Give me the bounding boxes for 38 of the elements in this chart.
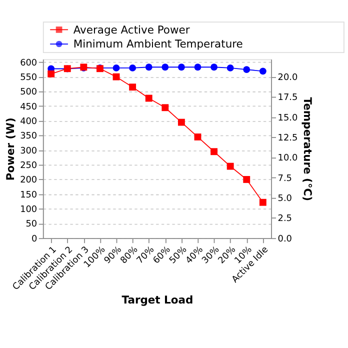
point <box>162 104 169 112</box>
y2-tick-label: 10.0 <box>278 154 298 164</box>
y-tick-label: 450 <box>20 102 38 112</box>
x-axis-title: Target Load <box>122 293 194 306</box>
y2-tick-label: 20.0 <box>278 72 298 83</box>
y-tick-label: 0 <box>31 234 38 244</box>
y-tick-label: 300 <box>20 146 38 156</box>
point <box>112 73 120 80</box>
y-tick-label: 100 <box>20 204 38 215</box>
y2-tick-label: 15.0 <box>278 113 298 124</box>
y-tick-label: 500 <box>20 88 38 98</box>
y-tick-label: 150 <box>20 190 38 200</box>
point <box>145 94 152 102</box>
y-tick-label: 550 <box>20 72 38 83</box>
point <box>178 118 185 126</box>
y2-tick-label: 12.5 <box>278 133 298 144</box>
y2-axis-title: Temperature (°C) <box>300 97 314 202</box>
point <box>243 176 250 183</box>
y2-tick-label: 2.5 <box>278 214 292 224</box>
point <box>210 148 218 156</box>
point <box>226 162 234 170</box>
point <box>194 133 202 140</box>
y2-tick-label: 7.5 <box>278 174 292 184</box>
y2-tick-label: 0.0 <box>278 234 292 244</box>
y-tick-label: 250 <box>20 160 38 171</box>
y-axis-title: Power (W) <box>4 118 17 181</box>
point <box>48 70 55 78</box>
y2-tick-label: 17.5 <box>278 93 298 104</box>
y-tick-label: 50 <box>26 220 38 230</box>
legend-label: Minimum Ambient Temperature <box>73 38 244 51</box>
y-tick-label: 200 <box>20 176 38 186</box>
y-tick-label: 400 <box>20 116 38 127</box>
legend-label: Average Active Power <box>73 23 190 36</box>
y-tick-label: 350 <box>20 132 38 142</box>
point <box>129 84 136 91</box>
y-tick-label: 600 <box>20 58 38 68</box>
point <box>259 198 266 206</box>
y2-tick-label: 5.0 <box>278 194 292 204</box>
